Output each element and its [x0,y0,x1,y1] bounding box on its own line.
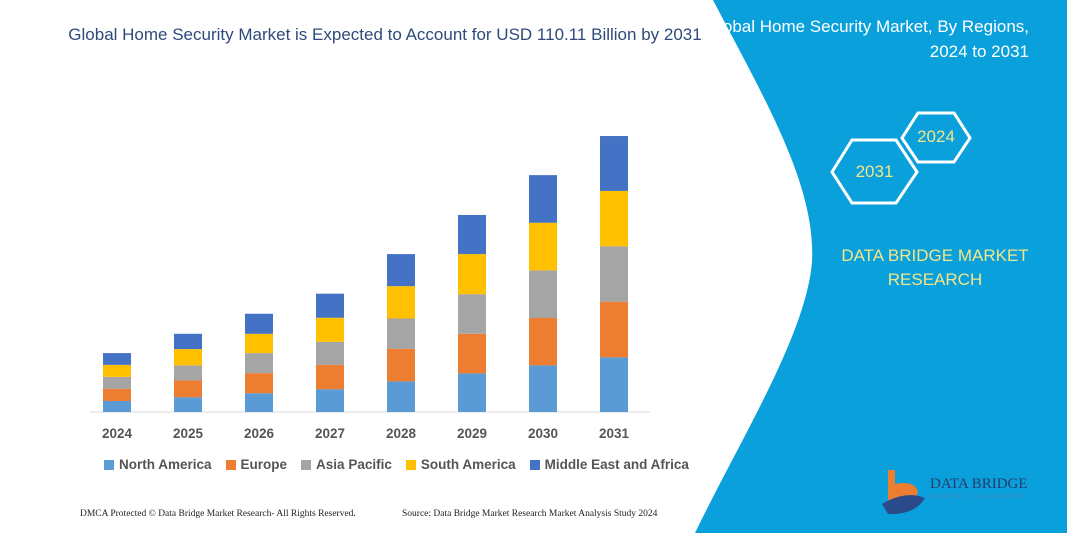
bar-segment-2029-4 [458,214,486,255]
bar-segment-2027-1 [316,364,344,390]
bar-segment-2025-4 [174,333,202,350]
bar-segment-2030-0 [529,365,557,412]
legend-swatch [104,459,114,470]
side-panel-title: Global Home Security Market, By Regions,… [705,17,1029,61]
x-tick-label: 2027 [315,426,345,441]
bar-segment-2027-3 [316,317,344,342]
bar-segment-2031-4 [600,136,628,191]
bar-segment-2028-1 [387,348,415,382]
bar-segment-2024-1 [103,388,131,401]
bar-segment-2025-0 [174,397,202,412]
x-tick-label: 2028 [386,426,417,441]
bar-segment-2028-0 [387,381,415,412]
bar-segment-2030-2 [529,270,557,319]
bar-segment-2028-4 [387,254,415,287]
legend-swatch [301,459,312,470]
x-tick-label: 2025 [173,426,204,441]
bar-segment-2031-3 [600,190,628,247]
brand-text: DATA BRIDGE MARKET RESEARCH [841,246,1029,289]
bar-segment-2025-3 [174,349,202,366]
bar-segment-2024-2 [103,376,131,389]
legend-item: Europe [225,457,288,472]
x-tick-label: 2026 [244,426,275,441]
bar-segment-2031-1 [600,301,628,358]
bar-segment-2029-3 [458,254,486,295]
legend-label: South America [420,457,516,472]
logo-text: DATA BRIDGE [930,476,1028,492]
x-tick-label: 2024 [102,426,133,441]
bar-segment-2030-3 [529,222,557,271]
legend-swatch [529,459,540,470]
chart-title: Global Home Security Market is Expected … [68,25,702,44]
bar-segment-2029-2 [458,294,486,334]
bar-segment-2024-3 [103,364,131,377]
x-tick-label: 2031 [599,426,630,441]
footer-copyright: DMCA Protected © Data Bridge Market Rese… [80,509,356,519]
legend-label: Asia Pacific [316,457,392,472]
legend-item: North America [104,457,212,472]
bar-segment-2030-4 [529,175,557,223]
logo-subtext: MARKET RESEARCH [931,494,1026,500]
x-tick-labels: 2024 2025 2026 2027 2028 2029 2030 2031 [102,426,630,441]
legend-swatch [405,459,416,470]
hexagon-2024 [900,111,972,164]
legend-label: Middle East and Africa [544,457,689,472]
bar-segment-2029-1 [458,333,486,374]
bar-segment-2031-2 [600,246,628,302]
hex-label-end: 2031 [855,162,894,181]
bar-segment-2030-1 [529,318,557,366]
hexagon-2031 [830,138,919,205]
logo-icon [882,470,925,515]
hex-label-start: 2024 [917,127,955,146]
bar-segment-2029-0 [458,373,486,412]
bar-segment-2028-2 [387,318,415,349]
bar-segment-2025-1 [174,380,202,398]
x-tick-label: 2030 [528,426,558,441]
legend-item: Middle East and Africa [529,457,689,472]
bar-segment-2028-3 [387,286,415,319]
legend-item: South America [405,457,516,472]
bar-segment-2026-3 [245,333,273,354]
bars-group [103,136,628,412]
bar-segment-2024-4 [103,353,131,365]
x-tick-label: 2029 [457,426,487,441]
bar-segment-2026-0 [245,393,273,412]
footer-source: Source: Data Bridge Market Research Mark… [402,509,658,519]
bar-segment-2025-2 [174,365,202,381]
chart-legend: North America Europe Asia Pacific South Ame… [104,457,689,472]
bar-segment-2031-0 [600,357,628,412]
bar-segment-2024-0 [103,400,131,412]
bar-segment-2027-2 [316,341,344,365]
legend-label: Europe [240,457,288,472]
legend-swatch [225,459,236,470]
bar-segment-2027-4 [316,293,344,318]
bar-segment-2027-0 [316,389,344,412]
bar-segment-2026-2 [245,353,273,374]
legend-item: Asia Pacific [301,457,392,472]
blue-side-panel [695,0,1067,533]
bar-segment-2026-4 [245,313,273,334]
bar-segment-2026-1 [245,373,273,394]
legend-label: North America [119,457,212,472]
